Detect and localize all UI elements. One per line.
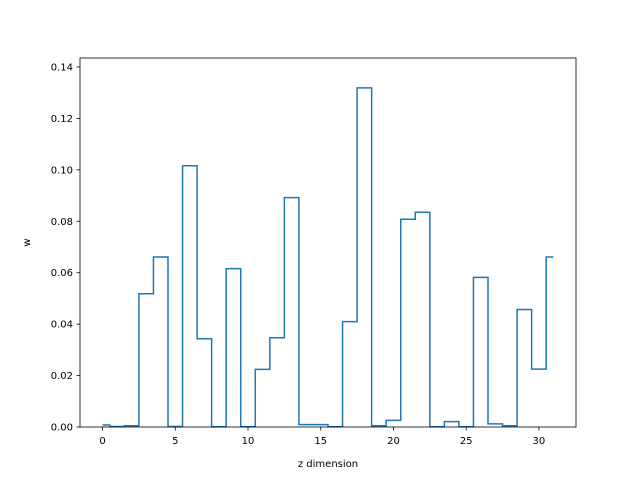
- y-tick-label: 0.00: [51, 423, 73, 434]
- y-tick-label: 0.12: [51, 114, 73, 125]
- y-tick-label: 0.06: [51, 268, 73, 279]
- y-tick-label: 0.04: [51, 320, 73, 331]
- x-tick-label: 25: [460, 436, 473, 447]
- x-axis: 0 5 10 15 20 25 30: [99, 427, 545, 447]
- x-tick-label: 15: [314, 436, 327, 447]
- plot-area: [79, 57, 577, 428]
- y-tick-label: 0.08: [51, 217, 73, 228]
- y-tick-label: 0.14: [51, 63, 73, 74]
- axes-frame: [79, 57, 577, 428]
- x-tick-label: 20: [387, 436, 400, 447]
- x-axis-label: z dimension: [298, 459, 358, 470]
- x-tick-label: 5: [172, 436, 178, 447]
- x-tick-label: 10: [242, 436, 255, 447]
- x-tick-label: 30: [533, 436, 546, 447]
- y-axis-label: w: [22, 238, 33, 246]
- y-axis: 0.00 0.02 0.04 0.06 0.08 0.10 0.12 0.14: [51, 63, 80, 434]
- x-tick-label: 0: [99, 436, 105, 447]
- y-tick-label: 0.02: [51, 371, 73, 382]
- y-tick-label: 0.10: [51, 165, 73, 176]
